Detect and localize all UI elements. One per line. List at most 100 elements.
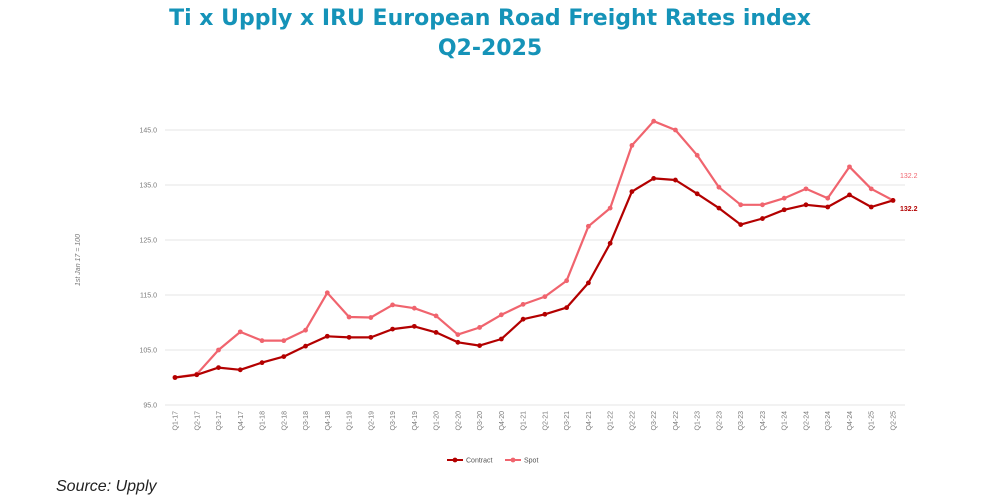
contract-data-point — [694, 191, 700, 197]
legend-contract-marker — [452, 457, 458, 463]
spot-data-point — [716, 184, 722, 190]
legend-contract-label: Contract — [466, 458, 493, 465]
spot-data-point — [825, 195, 831, 201]
contract-data-point — [520, 316, 526, 322]
contract-data-point — [194, 372, 200, 378]
contract-data-point — [564, 305, 570, 311]
spot-data-point — [237, 329, 243, 335]
x-tick-label: Q1-19 — [347, 411, 354, 431]
x-tick-label: Q1-21 — [521, 411, 528, 431]
chart-title-line-2: Q2-2025 — [437, 36, 543, 61]
contract-data-point — [760, 216, 765, 221]
x-tick-label: Q4-18 — [325, 411, 332, 431]
spot-data-point — [781, 195, 787, 201]
spot-data-point — [368, 315, 374, 320]
spot-data-point — [629, 143, 635, 148]
y-tick-label: 135.0 — [139, 183, 157, 190]
x-tick-label: Q3-18 — [303, 411, 310, 431]
contract-data-point — [368, 334, 374, 340]
x-tick-label: Q1-24 — [782, 411, 789, 431]
x-tick-label: Q2-21 — [542, 411, 549, 431]
x-tick-label: Q2-19 — [368, 411, 375, 431]
y-tick-label: 115.0 — [140, 293, 157, 300]
contract-data-point — [542, 311, 548, 317]
spot-data-point — [216, 347, 221, 353]
contract-data-point — [738, 222, 744, 228]
spot-data-point — [760, 202, 765, 208]
contract-data-point — [673, 177, 678, 183]
legend-spot-marker — [510, 457, 516, 463]
spot-data-point — [585, 223, 591, 229]
spot-data-point — [433, 313, 439, 319]
contract-data-point — [411, 323, 417, 329]
end-labels: 132.2 132.2 — [900, 173, 918, 213]
contract-data-point — [303, 343, 308, 349]
contract-data-point — [607, 240, 613, 246]
contract-data-point — [498, 336, 504, 342]
spot-data-point — [346, 314, 352, 320]
spot-data-point — [564, 278, 570, 284]
contract-data-point — [803, 202, 809, 208]
contract-data-point — [390, 326, 395, 332]
contract-data-point — [216, 365, 221, 370]
x-tick-label: Q1-20 — [434, 411, 441, 431]
x-tick-label: Q2-17 — [194, 411, 201, 431]
source-note: Source: Upply — [56, 478, 157, 495]
x-tick-label: Q3-19 — [390, 411, 397, 431]
y-axis-ticks: 95.0 105.0 115.0 125.0 135.0 145.0 — [139, 128, 157, 410]
x-tick-label: Q3-17 — [216, 411, 223, 431]
x-tick-label: Q1-18 — [260, 411, 267, 431]
contract-data-point — [281, 354, 287, 359]
x-tick-label: Q4-22 — [673, 411, 680, 431]
contract-data-point — [433, 330, 439, 335]
spot-data-point — [520, 301, 526, 307]
contract-data-point — [629, 189, 635, 195]
y-tick-label: 145.0 — [139, 128, 157, 135]
spot-series-line — [174, 120, 894, 379]
spot-data-point — [651, 118, 657, 124]
contract-data-point — [825, 204, 831, 210]
contract-series-line — [174, 177, 894, 379]
spot-data-point — [390, 302, 395, 308]
x-tick-label: Q3-23 — [738, 411, 745, 431]
x-axis-ticks: Q1-17 Q2-17 Q3-17 Q4-17 Q1-18 Q2-18 Q3-18 Q4-18… — [173, 411, 898, 431]
contract-data-point — [651, 176, 657, 181]
x-tick-label: Q1-17 — [173, 411, 180, 431]
spot-data-point — [498, 312, 504, 318]
spot-data-point — [477, 325, 483, 330]
x-tick-label: Q4-19 — [412, 411, 419, 431]
contract-data-point — [346, 334, 352, 340]
y-axis-label: 1st Jan 17 = 100 — [75, 234, 82, 286]
contract-data-point — [324, 333, 330, 339]
contract-data-point — [716, 205, 722, 211]
x-tick-label: Q4-17 — [238, 411, 245, 431]
x-tick-label: Q1-22 — [608, 411, 615, 431]
x-tick-label: Q2-20 — [455, 411, 462, 431]
contract-end-label: 132.2 — [900, 206, 918, 213]
y-tick-label: 95.0 — [143, 403, 157, 410]
contract-data-point — [585, 280, 591, 286]
contract-data-point — [890, 198, 896, 203]
x-tick-label: Q1-23 — [695, 411, 702, 431]
spot-data-point — [803, 186, 809, 192]
spot-data-point — [607, 205, 613, 211]
contract-data-point — [477, 343, 483, 348]
spot-data-point — [847, 164, 852, 170]
y-tick-label: 125.0 — [139, 238, 157, 245]
spot-end-label: 132.2 — [900, 173, 918, 180]
grid-layer — [165, 129, 905, 406]
contract-data-point — [172, 375, 178, 380]
spot-data-point — [303, 327, 308, 333]
spot-data-point — [259, 338, 265, 344]
chart-title-line-1: Ti x Upply x IRU European Road Freight R… — [169, 6, 811, 31]
legend: Contract Spot — [447, 458, 538, 465]
x-tick-label: Q4-20 — [499, 411, 506, 431]
contract-data-point — [847, 192, 852, 198]
x-tick-label: Q2-18 — [281, 411, 288, 431]
x-tick-label: Q3-20 — [477, 411, 484, 431]
contract-data-point — [259, 360, 265, 366]
x-tick-label: Q4-23 — [760, 411, 767, 431]
x-tick-label: Q2-25 — [891, 411, 898, 431]
spot-data-point — [455, 332, 461, 337]
